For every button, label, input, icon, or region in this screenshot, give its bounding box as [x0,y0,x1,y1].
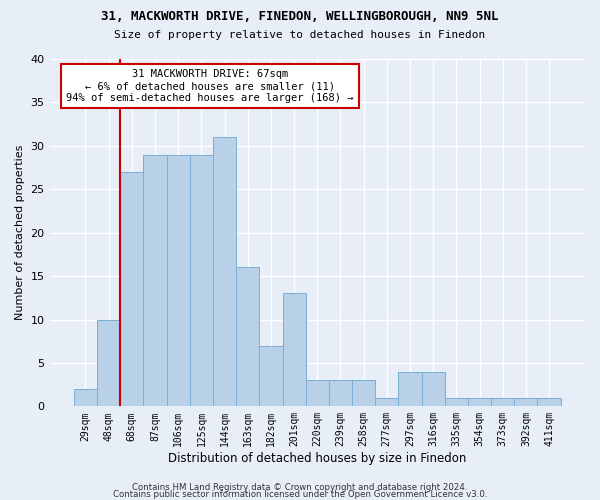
Text: Contains public sector information licensed under the Open Government Licence v3: Contains public sector information licen… [113,490,487,499]
Bar [120,172,143,406]
X-axis label: Distribution of detached houses by size in Finedon: Distribution of detached houses by size … [168,452,466,465]
Bar [491,398,514,406]
Text: Size of property relative to detached houses in Finedon: Size of property relative to detached ho… [115,30,485,40]
Bar [445,398,468,406]
Bar [398,372,422,406]
Y-axis label: Number of detached properties: Number of detached properties [15,145,25,320]
Bar [97,320,120,406]
Bar [236,268,259,406]
Text: Contains HM Land Registry data © Crown copyright and database right 2024.: Contains HM Land Registry data © Crown c… [132,484,468,492]
Bar [259,346,283,406]
Bar [422,372,445,406]
Bar [167,154,190,406]
Bar [283,294,305,406]
Text: 31 MACKWORTH DRIVE: 67sqm
← 6% of detached houses are smaller (11)
94% of semi-d: 31 MACKWORTH DRIVE: 67sqm ← 6% of detach… [67,70,354,102]
Bar [375,398,398,406]
Bar [213,137,236,406]
Bar [352,380,375,406]
Text: 31, MACKWORTH DRIVE, FINEDON, WELLINGBOROUGH, NN9 5NL: 31, MACKWORTH DRIVE, FINEDON, WELLINGBOR… [101,10,499,23]
Bar [74,389,97,406]
Bar [143,154,167,406]
Bar [514,398,538,406]
Bar [305,380,329,406]
Bar [190,154,213,406]
Bar [468,398,491,406]
Bar [538,398,560,406]
Bar [329,380,352,406]
